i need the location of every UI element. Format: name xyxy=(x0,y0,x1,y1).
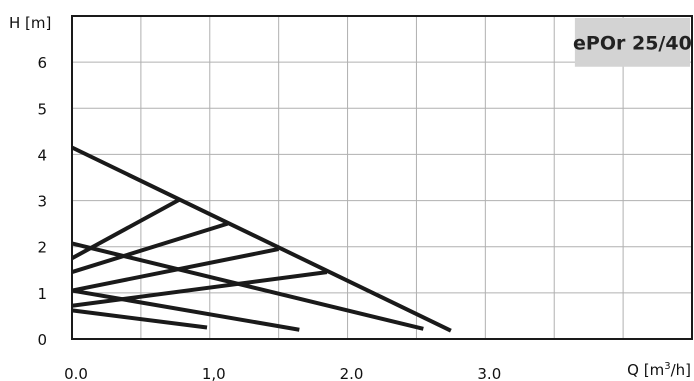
y-tick-label: 6 xyxy=(37,54,47,72)
x-axis-label-prefix: Q [m xyxy=(627,361,664,379)
x-axis-label: Q [m3/h] xyxy=(627,361,691,379)
x-tick-label: 1,0 xyxy=(202,365,226,381)
y-axis-label: H [m] xyxy=(9,14,51,32)
y-tick-label: 0 xyxy=(37,331,47,349)
curve-line-5 xyxy=(71,197,181,261)
x-axis-label-superscript: 3 xyxy=(664,361,670,372)
y-tick-label: 4 xyxy=(37,146,47,164)
tick-labels: 0 1 2 3 4 5 6 0.0 1,0 2.0 3.0 xyxy=(37,54,501,381)
curve-line-7 xyxy=(71,247,280,293)
chart-title: ePOr 25/40 xyxy=(573,32,692,54)
curve-line-1 xyxy=(71,145,452,333)
x-tick-label: 3.0 xyxy=(477,365,501,381)
curve-line-8 xyxy=(71,270,328,308)
curve-line-4 xyxy=(71,308,208,330)
y-tick-label: 3 xyxy=(37,193,47,211)
x-tick-label: 2.0 xyxy=(340,365,364,381)
y-tick-label: 2 xyxy=(37,239,47,257)
curve-line-6 xyxy=(71,221,229,275)
y-tick-label: 1 xyxy=(37,285,47,303)
x-axis-label-suffix: /h] xyxy=(671,361,691,379)
title-box xyxy=(574,18,690,67)
x-tick-label: 0.0 xyxy=(64,365,88,381)
curve-line-2 xyxy=(71,241,424,331)
y-tick-label: 5 xyxy=(37,100,47,118)
curve-lines xyxy=(71,145,452,333)
curve-line-3 xyxy=(71,288,300,332)
plot-frame xyxy=(71,15,693,340)
